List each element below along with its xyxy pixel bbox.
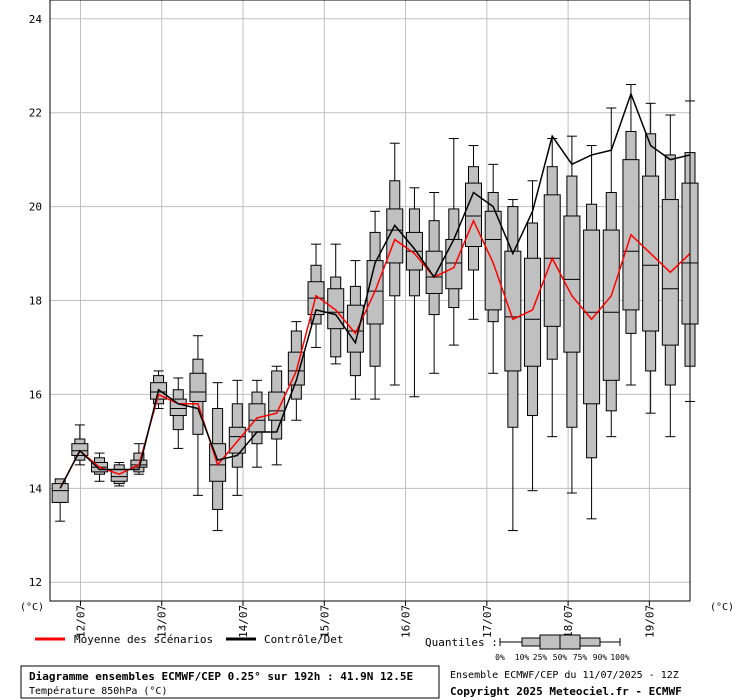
boxplot	[504, 199, 522, 532]
info-subtitle: Température 850hPa (°C)	[29, 685, 167, 697]
boxplot	[445, 138, 463, 346]
boxplot	[524, 180, 542, 492]
box-p25-p75	[504, 250, 522, 372]
info-box	[20, 665, 440, 699]
legend-quantiles-title: Quantiles :	[425, 636, 498, 649]
x-tick-labels: 12/07 13/07 14/07 15/07 16/07 17/07 18/07 19/07	[74, 605, 656, 638]
box-p25-p75	[602, 229, 620, 381]
info-run: Ensemble ECMWF/CEP du 11/07/2025 - 12Z	[450, 670, 679, 681]
box-p25-p75	[484, 210, 502, 311]
y-tick-label: 16	[29, 388, 42, 401]
y-tick-label: 24	[29, 13, 43, 26]
quantile-label: 25%	[533, 653, 548, 662]
boxplot	[346, 260, 364, 400]
info-title: Diagramme ensembles ECMWF/CEP 0.25° sur …	[29, 670, 413, 683]
series-line-control	[59, 91, 691, 489]
boxplot	[327, 243, 345, 365]
boxplot	[602, 107, 620, 438]
quantile-label: 10%	[515, 653, 530, 662]
box-p25-p75	[583, 229, 601, 405]
box-p25-p75	[51, 483, 69, 503]
boxplot	[268, 365, 286, 466]
legend-quantile-box	[499, 634, 621, 650]
boxplot	[484, 163, 502, 374]
y-unit-right: (°C)	[710, 602, 734, 613]
boxplot	[169, 377, 187, 449]
legend-quantile-labels: 0% 10% 25% 50% 75% 90% 100%	[495, 653, 630, 662]
plot-frame	[49, 0, 691, 602]
series-line-mean	[59, 218, 691, 489]
box-p25-p75	[543, 194, 561, 327]
box-p25-p75	[71, 443, 89, 456]
x-tick-label: 15/07	[318, 605, 331, 638]
boxplot	[425, 192, 443, 374]
y-tick-label: 20	[29, 201, 42, 214]
y-tick-label: 22	[29, 107, 42, 120]
boxplot	[71, 424, 89, 466]
boxplot	[366, 210, 384, 400]
x-tick-label: 17/07	[481, 605, 494, 638]
x-tick-label: 12/07	[74, 605, 87, 638]
x-tick-label: 13/07	[156, 605, 169, 638]
legend-mean-label: Moyenne des scénarios	[74, 633, 213, 646]
box-p25-p75	[445, 238, 463, 290]
box-p25-p75	[327, 288, 345, 330]
boxplot	[189, 335, 207, 496]
quantile-label: 0%	[495, 653, 505, 662]
boxplot	[563, 135, 581, 494]
y-tick-label: 14	[29, 482, 43, 495]
y-tick-labels: 12 14 16 18 20 22 24	[29, 13, 43, 589]
quantile-label: 75%	[573, 653, 588, 662]
y-unit-left: (°C)	[20, 602, 44, 613]
y-tick-label: 18	[29, 295, 42, 308]
boxplot	[405, 187, 423, 398]
boxplot	[661, 114, 679, 438]
box-p25-p75	[268, 391, 286, 421]
x-tick-label: 14/07	[237, 605, 250, 638]
box-p25-p75	[189, 372, 207, 402]
legend-control-label: Contrôle/Det	[264, 633, 343, 646]
quantile-label: 50%	[553, 653, 568, 662]
boxplot	[583, 145, 601, 520]
quantile-label: 100%	[610, 653, 629, 662]
box-p25-p75	[425, 250, 443, 294]
series-lines	[59, 91, 691, 489]
info-copyright: Copyright 2025 Meteociel.fr - ECMWF	[450, 685, 682, 698]
x-tick-label: 18/07	[562, 605, 575, 638]
quantile-label: 90%	[593, 653, 608, 662]
x-tick-label: 19/07	[643, 605, 656, 638]
boxplot	[543, 138, 561, 438]
boxplots	[51, 84, 699, 532]
box-p25-p75	[524, 257, 542, 367]
box-p25-p75	[563, 215, 581, 353]
y-tick-label: 12	[29, 576, 42, 589]
boxplot	[209, 382, 227, 532]
boxplot	[51, 478, 69, 522]
box-p25-p75	[346, 304, 364, 353]
x-tick-label: 16/07	[400, 605, 413, 638]
boxplot	[386, 142, 404, 386]
